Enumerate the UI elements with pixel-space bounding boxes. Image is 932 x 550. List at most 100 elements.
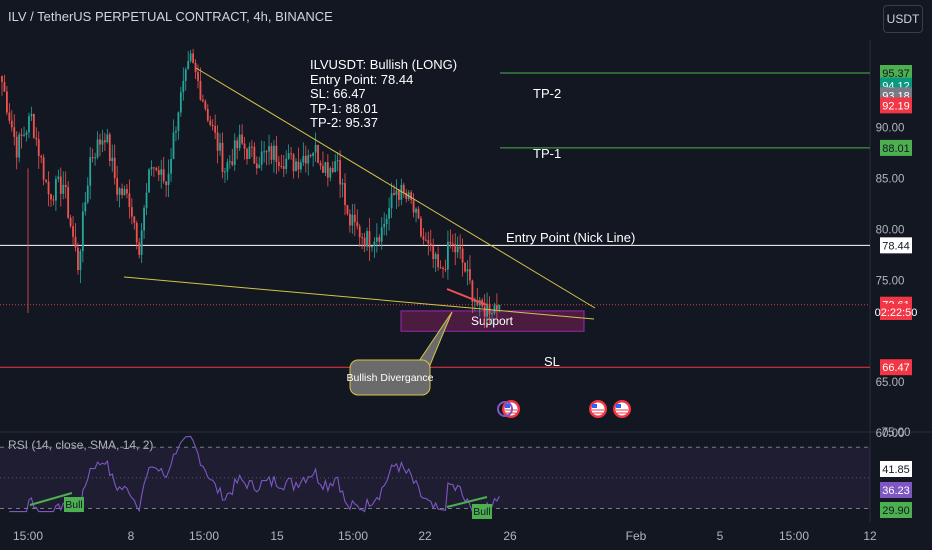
candle-body	[258, 164, 261, 169]
candle-body	[292, 154, 295, 172]
candle-body	[270, 146, 273, 160]
candle-body	[402, 184, 405, 193]
us-flag-icon-canton	[505, 404, 510, 408]
candle-body	[113, 157, 116, 179]
candle-body	[104, 140, 106, 143]
candle-body	[121, 188, 123, 196]
x-tick-label: 5	[717, 529, 724, 543]
candle-body	[295, 161, 297, 172]
price-badge-text: 95.37	[882, 68, 910, 80]
candle-body	[277, 161, 280, 167]
candle-body	[135, 222, 138, 243]
rsi-line	[9, 436, 500, 513]
candle-body	[410, 192, 413, 201]
rsi-badge	[880, 461, 912, 477]
candle-body	[219, 142, 221, 151]
trade-info-line: SL: 66.47	[310, 86, 366, 101]
candle-body	[77, 247, 79, 271]
candle-body	[202, 99, 204, 102]
candle-body	[275, 145, 278, 162]
candle-body	[378, 237, 381, 242]
lower-trendline	[123, 276, 595, 320]
candle-body	[371, 245, 373, 248]
candle-body	[216, 132, 219, 151]
candle-body	[101, 140, 104, 145]
x-tick-label: 8	[128, 529, 135, 543]
candle-body	[52, 199, 55, 201]
candle-body	[451, 243, 454, 245]
price-badge	[880, 237, 912, 254]
candle-body	[297, 161, 300, 170]
rsi-badge-text: 41.85	[882, 464, 910, 476]
candle-body	[307, 155, 310, 164]
candle-body	[393, 193, 395, 195]
candle-body	[282, 166, 285, 169]
candle-body	[456, 246, 459, 253]
y-tick-label: 80.00	[876, 224, 905, 236]
candle-body	[192, 53, 194, 63]
candle-body	[25, 132, 28, 135]
sl-label: SL	[544, 354, 560, 369]
candle-body	[86, 185, 89, 203]
bull-badge	[64, 497, 84, 512]
candle-body	[153, 167, 155, 169]
candle-body	[37, 139, 40, 157]
candle-body	[187, 61, 190, 70]
candle-body	[204, 101, 207, 109]
candle-body	[488, 303, 491, 315]
candle-body	[72, 226, 74, 237]
candle-body	[447, 241, 449, 270]
bull-badge-text: Bull	[65, 499, 83, 511]
candle-body	[439, 267, 442, 269]
candle-body	[493, 305, 496, 314]
candle-body	[160, 169, 163, 175]
candle-body	[81, 211, 84, 252]
candle-body	[395, 190, 398, 195]
currency-button[interactable]: USDT	[883, 5, 923, 33]
y-tick-label: 60.00	[876, 428, 905, 440]
candle-body	[148, 169, 150, 193]
candle-body	[40, 156, 43, 158]
trade-info-line: TP-1: 88.01	[310, 100, 378, 116]
trade-info-line: ILVUSDT: Bullish (LONG)	[310, 57, 458, 72]
candle-body	[432, 245, 435, 259]
candle-body	[231, 161, 234, 165]
event-marker-icon[interactable]	[497, 401, 513, 417]
candle-body	[290, 153, 292, 155]
candle-body	[246, 148, 248, 159]
price-badge	[880, 65, 912, 81]
candle-body	[358, 226, 361, 238]
candle-body	[317, 144, 319, 163]
candle-body	[214, 126, 217, 133]
x-tick-label: 26	[503, 529, 517, 543]
candle-body	[184, 69, 187, 81]
candle-body	[35, 137, 38, 140]
x-tick-label: 15:00	[189, 529, 219, 543]
candle-body	[373, 241, 376, 246]
rsi-divergence-line	[446, 496, 488, 508]
price-badge	[880, 304, 912, 320]
candle-body	[32, 113, 35, 138]
candle-body	[351, 214, 354, 226]
candle-body	[18, 134, 21, 158]
candle-body	[111, 157, 114, 162]
candle-body	[388, 208, 390, 219]
candle-body	[116, 178, 119, 195]
y-tick-label: 85.00	[876, 174, 905, 186]
candle-body	[385, 218, 388, 225]
candle-body	[228, 161, 231, 163]
price-badge-text: 92.19	[882, 100, 910, 112]
candle-body	[331, 168, 334, 173]
candle-body	[346, 205, 349, 214]
candle-body	[349, 213, 351, 226]
rsi-divergence-line	[29, 492, 73, 506]
candle-body	[329, 168, 332, 178]
candle-body	[265, 151, 268, 153]
trade-info-line: Entry Point: 78.44	[310, 71, 414, 87]
candle-body	[57, 176, 60, 179]
candle-body	[118, 188, 121, 195]
candle-body	[172, 132, 175, 160]
price-badge-text: 02:22:50	[875, 307, 918, 319]
candle-body	[319, 162, 322, 166]
